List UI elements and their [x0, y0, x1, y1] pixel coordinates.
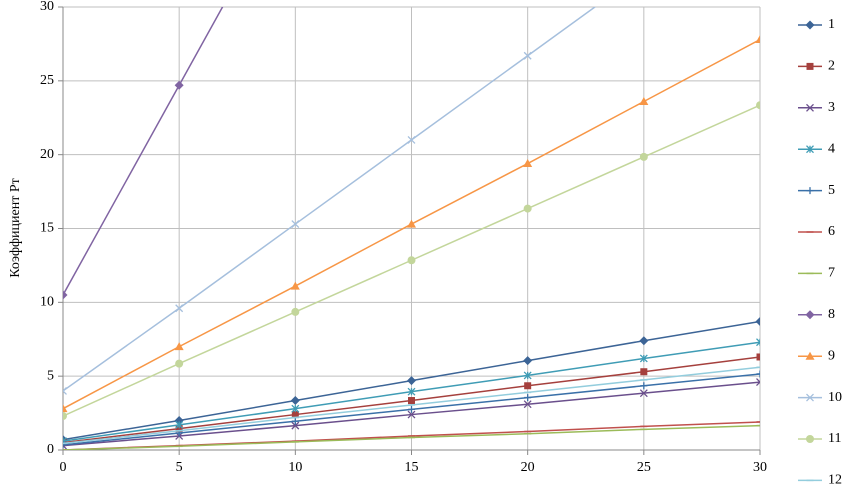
y-tick-label: 25 — [40, 73, 54, 88]
legend-label: 12 — [828, 473, 842, 485]
point — [806, 62, 814, 70]
point — [523, 356, 533, 366]
point — [755, 317, 760, 327]
point — [175, 425, 183, 433]
point — [805, 310, 815, 320]
point — [175, 420, 184, 429]
plot-area — [63, 7, 760, 450]
legend-label: 9 — [828, 348, 835, 363]
point — [524, 394, 532, 402]
point — [523, 51, 532, 60]
x-tick-label: 30 — [753, 460, 767, 475]
point — [63, 441, 67, 449]
point — [63, 386, 67, 395]
x-tick-label: 0 — [60, 460, 67, 475]
point — [174, 342, 184, 351]
point — [806, 435, 814, 443]
x-tick-label: 15 — [405, 460, 419, 475]
x-tick-label: 5 — [176, 460, 183, 475]
y-tick-label: 10 — [40, 295, 54, 310]
point — [175, 304, 184, 313]
point — [174, 80, 184, 90]
point — [407, 135, 416, 144]
point — [806, 393, 814, 402]
point — [523, 400, 532, 409]
point — [805, 351, 815, 360]
legend-label: 7 — [828, 266, 835, 281]
point — [63, 412, 67, 421]
y-tick-label: 30 — [40, 0, 54, 14]
legend-label: 3 — [828, 100, 835, 115]
legend-label: 10 — [828, 390, 842, 405]
point — [407, 387, 416, 396]
legend-label: 11 — [828, 431, 841, 446]
point — [805, 20, 815, 30]
point — [755, 34, 760, 43]
point — [756, 101, 760, 110]
point — [523, 204, 532, 213]
point — [806, 187, 814, 195]
y-axis-label: Коэффициент Pт — [8, 178, 23, 278]
point — [290, 396, 300, 406]
point — [756, 378, 760, 387]
point — [291, 417, 299, 425]
legend-label: 4 — [828, 141, 835, 156]
point — [291, 411, 299, 419]
point — [640, 382, 648, 390]
x-tick-label: 20 — [521, 460, 535, 475]
y-tick-label: 15 — [40, 221, 54, 236]
point — [639, 336, 649, 346]
point — [639, 97, 649, 106]
point — [291, 421, 300, 430]
point — [175, 359, 184, 368]
point — [407, 256, 416, 265]
series-line — [63, 7, 597, 392]
point — [408, 397, 415, 405]
point — [756, 338, 760, 347]
point — [291, 220, 300, 229]
y-tick-label: 5 — [47, 368, 54, 383]
point — [806, 145, 814, 154]
point — [756, 370, 760, 378]
y-tick-label: 0 — [47, 442, 54, 457]
legend-label: 8 — [828, 307, 835, 322]
point — [407, 376, 416, 386]
point — [756, 353, 760, 361]
point — [408, 405, 415, 413]
point — [407, 219, 416, 228]
x-tick-label: 25 — [637, 460, 651, 475]
point — [407, 410, 416, 419]
y-tick-label: 20 — [40, 147, 54, 162]
legend-label: 1 — [828, 17, 835, 32]
point — [63, 404, 68, 413]
point — [524, 382, 532, 390]
point — [639, 389, 648, 398]
point — [290, 281, 300, 290]
point — [523, 371, 532, 380]
x-tick-label: 10 — [288, 460, 302, 475]
point — [639, 354, 648, 363]
point — [291, 404, 300, 413]
point — [63, 290, 68, 300]
point — [806, 103, 814, 112]
legend-label: 5 — [828, 183, 835, 198]
legend-label: 2 — [828, 59, 835, 74]
point — [291, 307, 300, 316]
point — [640, 368, 648, 376]
point — [639, 152, 648, 161]
legend-label: 6 — [828, 224, 835, 239]
point — [523, 159, 533, 168]
